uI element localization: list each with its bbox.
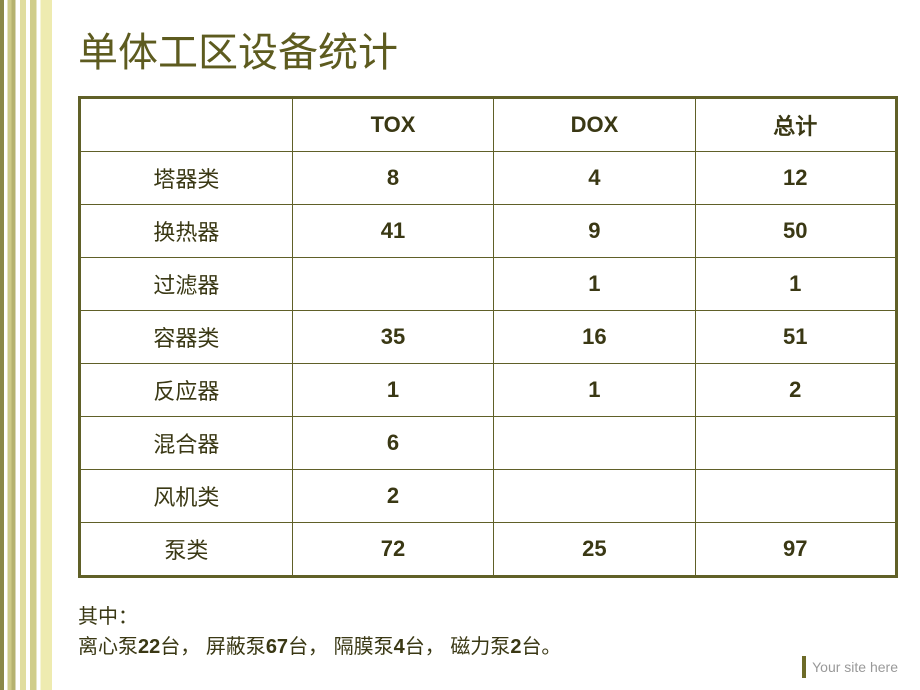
pump-type: 磁力泵 bbox=[450, 636, 510, 658]
cell-total: 2 bbox=[695, 364, 896, 417]
table-row: 塔器类 8 4 12 bbox=[80, 152, 897, 205]
row-label: 塔器类 bbox=[80, 152, 293, 205]
footer-text: Your site here bbox=[812, 659, 898, 675]
row-label: 换热器 bbox=[80, 205, 293, 258]
cell-total: 50 bbox=[695, 205, 896, 258]
cell-total: 97 bbox=[695, 523, 896, 577]
cell-tox bbox=[292, 258, 493, 311]
pump-count: 4 bbox=[394, 636, 405, 658]
cell-tox: 2 bbox=[292, 470, 493, 523]
main-content: 单体工区设备统计 TOX DOX 总计 塔器类 8 4 12 换热器 41 9 … bbox=[78, 20, 898, 662]
cell-total: 12 bbox=[695, 152, 896, 205]
cell-dox: 1 bbox=[494, 364, 695, 417]
table-row: 反应器 1 1 2 bbox=[80, 364, 897, 417]
table-row: 过滤器 1 1 bbox=[80, 258, 897, 311]
pump-suffix: 台， bbox=[288, 636, 328, 658]
pump-count: 22 bbox=[138, 636, 160, 658]
decorative-left-stripe bbox=[0, 0, 52, 690]
pump-suffix: 台， bbox=[160, 636, 200, 658]
table-body: 塔器类 8 4 12 换热器 41 9 50 过滤器 1 1 容器类 35 16 bbox=[80, 152, 897, 577]
row-label: 混合器 bbox=[80, 417, 293, 470]
cell-total bbox=[695, 417, 896, 470]
row-label: 反应器 bbox=[80, 364, 293, 417]
cell-dox: 16 bbox=[494, 311, 695, 364]
cell-dox: 9 bbox=[494, 205, 695, 258]
header-dox: DOX bbox=[494, 98, 695, 152]
site-footer: Your site here bbox=[802, 656, 898, 678]
table-row: 泵类 72 25 97 bbox=[80, 523, 897, 577]
header-total: 总计 bbox=[695, 98, 896, 152]
footer-line2: 离心泵22台， 屏蔽泵67台， 隔膜泵4台， 磁力泵2台。 bbox=[78, 632, 898, 662]
equipment-table: TOX DOX 总计 塔器类 8 4 12 换热器 41 9 50 过滤器 1 bbox=[78, 96, 898, 578]
footer-bar-icon bbox=[802, 656, 806, 678]
cell-tox: 6 bbox=[292, 417, 493, 470]
cell-dox: 25 bbox=[494, 523, 695, 577]
cell-tox: 35 bbox=[292, 311, 493, 364]
row-label: 泵类 bbox=[80, 523, 293, 577]
cell-total: 51 bbox=[695, 311, 896, 364]
row-label: 过滤器 bbox=[80, 258, 293, 311]
cell-tox: 1 bbox=[292, 364, 493, 417]
pump-suffix: 台， bbox=[405, 636, 445, 658]
cell-tox: 41 bbox=[292, 205, 493, 258]
cell-dox: 1 bbox=[494, 258, 695, 311]
cell-total: 1 bbox=[695, 258, 896, 311]
table-row: 风机类 2 bbox=[80, 470, 897, 523]
page-title: 单体工区设备统计 bbox=[78, 20, 898, 78]
pump-count: 2 bbox=[510, 636, 521, 658]
table-header-row: TOX DOX 总计 bbox=[80, 98, 897, 152]
cell-total bbox=[695, 470, 896, 523]
footer-line1: 其中： bbox=[78, 602, 898, 632]
pump-type: 屏蔽泵 bbox=[206, 636, 266, 658]
header-tox: TOX bbox=[292, 98, 493, 152]
cell-dox: 4 bbox=[494, 152, 695, 205]
header-blank bbox=[80, 98, 293, 152]
cell-dox bbox=[494, 470, 695, 523]
cell-dox bbox=[494, 417, 695, 470]
pump-type: 离心泵 bbox=[78, 636, 138, 658]
table-row: 换热器 41 9 50 bbox=[80, 205, 897, 258]
pump-count: 67 bbox=[266, 636, 288, 658]
pump-suffix: 台。 bbox=[521, 636, 561, 658]
cell-tox: 72 bbox=[292, 523, 493, 577]
row-label: 容器类 bbox=[80, 311, 293, 364]
table-row: 容器类 35 16 51 bbox=[80, 311, 897, 364]
pump-type: 隔膜泵 bbox=[334, 636, 394, 658]
footer-note: 其中： 离心泵22台， 屏蔽泵67台， 隔膜泵4台， 磁力泵2台。 bbox=[78, 602, 898, 662]
table-row: 混合器 6 bbox=[80, 417, 897, 470]
cell-tox: 8 bbox=[292, 152, 493, 205]
row-label: 风机类 bbox=[80, 470, 293, 523]
